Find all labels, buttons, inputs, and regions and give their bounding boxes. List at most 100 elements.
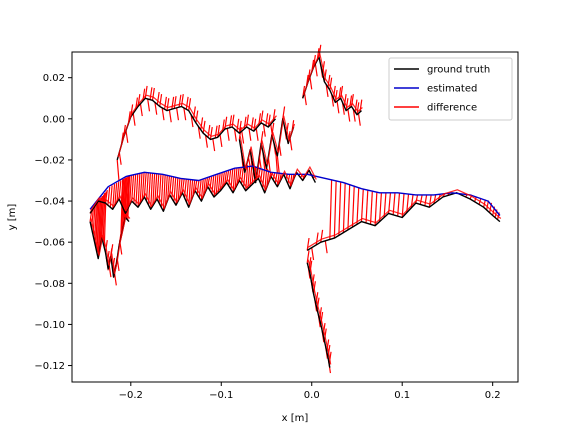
difference-line xyxy=(424,194,428,206)
difference-line xyxy=(120,179,124,239)
difference-line xyxy=(196,180,200,195)
difference-line xyxy=(131,175,135,202)
difference-line xyxy=(315,292,319,305)
ground-truth-line xyxy=(306,192,501,251)
difference-line xyxy=(154,173,158,203)
difference-line xyxy=(143,172,147,197)
difference-line xyxy=(287,174,291,185)
difference-line xyxy=(195,110,199,124)
difference-line xyxy=(226,128,230,141)
y-tick-label: 0.02 xyxy=(43,73,65,84)
legend: ground truth estimated difference xyxy=(388,57,513,121)
difference-line xyxy=(265,113,269,126)
difference-line xyxy=(147,98,151,112)
difference-line xyxy=(108,264,112,278)
difference-line xyxy=(321,61,325,74)
difference-line xyxy=(325,84,329,97)
difference-line xyxy=(276,172,280,187)
legend-label-difference: difference xyxy=(427,103,477,114)
difference-overlay-line xyxy=(307,189,502,248)
estimated-line xyxy=(89,165,501,216)
difference-series xyxy=(89,44,500,374)
difference-line xyxy=(185,96,189,110)
difference-line xyxy=(124,176,128,218)
difference-line xyxy=(314,63,318,77)
legend-label-ground-truth: ground truth xyxy=(427,65,490,76)
difference-line xyxy=(166,175,171,201)
plot-frame xyxy=(71,51,519,383)
difference-line xyxy=(209,126,213,140)
difference-line xyxy=(116,159,120,182)
difference-line xyxy=(289,137,293,151)
difference-line xyxy=(217,124,221,138)
difference-line xyxy=(320,312,324,325)
difference-line xyxy=(388,192,392,214)
difference-line xyxy=(274,148,278,173)
y-tick-label: −0.02 xyxy=(34,155,65,166)
difference-line xyxy=(231,114,235,128)
difference-line xyxy=(200,117,204,130)
difference-line xyxy=(96,200,100,254)
difference-line xyxy=(229,115,233,128)
difference-line xyxy=(322,322,326,336)
difference-line xyxy=(318,307,322,320)
x-tick-label: 0.0 xyxy=(304,390,320,401)
difference-line xyxy=(401,193,405,218)
difference-line xyxy=(267,114,271,128)
difference-line xyxy=(262,124,266,137)
difference-line xyxy=(116,181,120,203)
difference-line xyxy=(428,194,432,208)
y-tick-label: 0.00 xyxy=(43,114,65,125)
difference-line xyxy=(233,129,237,142)
difference-line xyxy=(378,192,382,222)
difference-line xyxy=(316,297,320,311)
difference-line xyxy=(215,174,219,195)
difference-line xyxy=(248,128,252,141)
difference-line xyxy=(306,250,310,263)
difference-line xyxy=(332,85,336,99)
difference-line xyxy=(327,74,331,88)
difference-line xyxy=(253,118,257,132)
difference-line xyxy=(329,77,333,91)
difference-line xyxy=(238,120,242,134)
difference-line xyxy=(309,76,313,90)
y-axis-ticks: 0.02 0.00 −0.02 −0.04 −0.06 −0.08 −0.10 −0.12 xyxy=(34,73,72,372)
difference-line xyxy=(247,166,251,189)
difference-line xyxy=(183,107,187,121)
difference-line xyxy=(241,131,245,144)
difference-overlay-line xyxy=(303,52,363,113)
difference-line xyxy=(338,181,342,236)
difference-line xyxy=(347,184,351,230)
difference-line xyxy=(343,94,347,107)
difference-line xyxy=(323,328,327,341)
difference-line xyxy=(166,98,170,111)
x-axis-ticks: −0.2 −0.1 0.0 0.1 0.2 xyxy=(119,382,501,401)
difference-line xyxy=(152,173,156,206)
difference-line xyxy=(250,117,254,130)
difference-line xyxy=(360,188,364,222)
x-tick-label: 0.2 xyxy=(485,390,501,401)
difference-line xyxy=(137,173,141,208)
difference-line xyxy=(240,167,244,184)
difference-line xyxy=(333,180,337,239)
difference-line xyxy=(234,168,238,189)
difference-overlay xyxy=(90,52,502,365)
difference-line xyxy=(419,194,423,205)
legend-box xyxy=(388,57,513,121)
difference-line xyxy=(156,92,160,105)
y-tick-label: −0.12 xyxy=(34,361,65,372)
difference-line xyxy=(133,174,137,204)
difference-overlay-line xyxy=(307,259,332,365)
x-tick-label: −0.2 xyxy=(119,390,143,401)
difference-line xyxy=(128,175,133,206)
difference-line xyxy=(150,172,154,210)
difference-line xyxy=(329,179,333,240)
difference-line xyxy=(334,89,338,103)
difference-line xyxy=(303,92,307,106)
difference-line xyxy=(198,180,202,198)
difference-line xyxy=(356,187,360,225)
difference-line xyxy=(102,193,106,243)
difference-line xyxy=(204,135,208,148)
difference-line xyxy=(162,174,166,212)
difference-line xyxy=(164,174,168,206)
